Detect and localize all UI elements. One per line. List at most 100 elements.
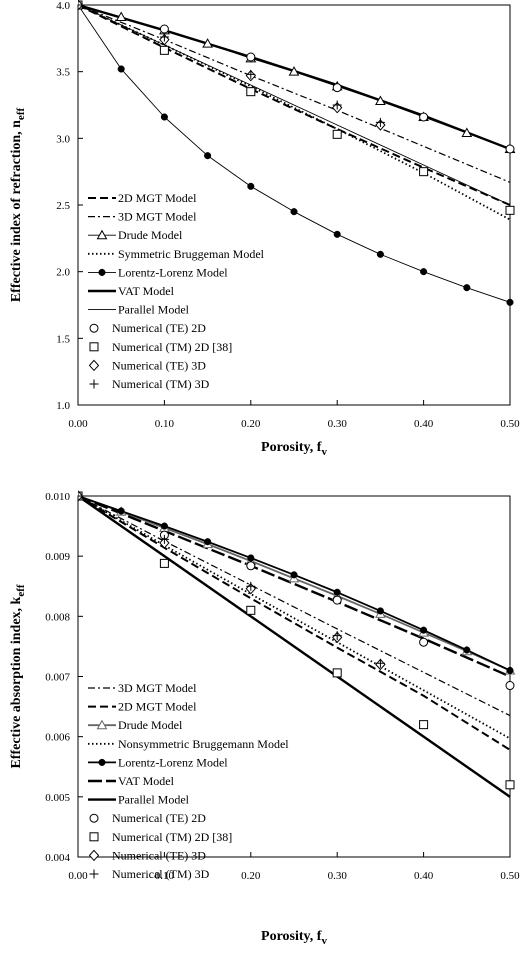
y-tick-label: 0.008 [45, 611, 70, 623]
series-line-lorentz-lorenz-model [78, 495, 511, 672]
y-axis-label: Effective absorption index, keff [9, 584, 27, 768]
data-point-numerical-tm-2d-38 [246, 87, 256, 97]
data-point-lorentz-lorenz-model [117, 65, 125, 73]
data-point-numerical-tm-3d [159, 534, 169, 544]
data-point-numerical-tm-2d-38 [159, 45, 169, 55]
legend-label: Parallel Model [118, 793, 190, 807]
legend-label: Lorentz-Lorenz Model [118, 265, 228, 279]
data-point-lorentz-lorenz-model [160, 522, 168, 530]
data-point-numerical-te-2d [332, 83, 342, 93]
data-point-numerical-te-2d [505, 681, 515, 691]
refraction-index-chart: 0.00 0.10 0.20 0.30 0.40 0.50 1.0 1.5 2.0 2.5 3.0 3… [9, 0, 520, 458]
legend-label: Numerical (TM) 2D [38] [112, 340, 232, 354]
legend-marker-lorentz-lorenz-model [98, 758, 106, 766]
legend-label: 2D MGT Model [118, 191, 197, 205]
data-point-drude-model [115, 11, 127, 21]
x-tick-label: 0.20 [241, 870, 261, 882]
x-tick-label: 0.40 [414, 418, 434, 430]
y-tick-label: 0.009 [45, 551, 70, 563]
y-axis-label: Effective index of refraction, neff [9, 108, 27, 303]
data-point-numerical-tm-3d [375, 658, 385, 668]
series-line-2d-mgt-model [78, 4, 511, 206]
data-point-numerical-tm-3d [375, 117, 385, 127]
data-point-numerical-tm-2d-38 [505, 780, 515, 790]
data-point-numerical-te-2d [159, 24, 169, 34]
legend-label: Numerical (TM) 3D [112, 377, 210, 391]
legend-label: Numerical (TM) 2D [38] [112, 830, 232, 844]
data-point-lorentz-lorenz-model [290, 208, 298, 216]
data-point-lorentz-lorenz-model [247, 182, 255, 190]
data-point-lorentz-lorenz-model [290, 571, 298, 579]
x-tick-label: 0.40 [414, 870, 434, 882]
data-point-numerical-tm-2d-38 [246, 605, 256, 615]
y-tick-label: 0.010 [45, 491, 70, 503]
legend-label: Numerical (TE) 3D [112, 848, 206, 862]
y-tick-label: 1.0 [56, 400, 70, 412]
data-point-numerical-tm-3d [78, 491, 83, 501]
data-point-drude-model [288, 66, 300, 76]
data-point-lorentz-lorenz-model [506, 298, 514, 306]
y-tick-label: 2.0 [56, 267, 70, 279]
legend-label: Nonsymmetric Bruggemann Model [118, 737, 289, 751]
legend-marker-numerical-te-3d [88, 849, 100, 862]
data-point-lorentz-lorenz-model [376, 250, 384, 258]
y-tick-label: 0.007 [45, 672, 70, 684]
data-point-lorentz-lorenz-model [117, 507, 125, 515]
legend: 2D MGT Model 3D MGT Model Drude Model Symme… [88, 191, 265, 391]
x-tick-label: 0.10 [155, 418, 175, 430]
legend-marker-drude-model [96, 719, 108, 730]
data-point-numerical-tm-3d [332, 100, 342, 110]
series-line-vat-model [78, 494, 511, 678]
legend-label: Numerical (TE) 3D [112, 358, 206, 372]
legend-label: 3D MGT Model [118, 681, 197, 695]
data-point-lorentz-lorenz-model [376, 607, 384, 615]
legend-label: Numerical (TE) 2D [112, 811, 206, 825]
data-point-lorentz-lorenz-model [204, 538, 212, 546]
series-line-symmetric-bruggeman-model [78, 4, 511, 221]
x-tick-label: 0.30 [328, 418, 348, 430]
legend-label: Numerical (TM) 3D [112, 867, 210, 881]
legend-label: Numerical (TE) 2D [112, 321, 206, 335]
y-tick-label: 2.5 [56, 200, 70, 212]
legend-marker-numerical-tm-2d-38 [89, 832, 99, 842]
data-point-lorentz-lorenz-model [420, 626, 428, 634]
series-line-parallel-model [78, 4, 511, 206]
plot-series-group [78, 0, 516, 306]
data-point-drude-model [375, 95, 386, 105]
data-point-numerical-te-2d [419, 112, 429, 122]
data-point-lorentz-lorenz-model [160, 113, 168, 121]
x-tick-label: 0.30 [328, 870, 348, 882]
x-tick-label: 0.50 [500, 418, 520, 430]
y-tick-label: 0.004 [45, 852, 70, 864]
plot-series-group [78, 490, 516, 798]
legend-label: VAT Model [118, 774, 175, 788]
data-point-numerical-te-2d [505, 144, 515, 154]
data-point-lorentz-lorenz-model [204, 152, 212, 160]
y-axis-label-subscript: eff [15, 584, 27, 597]
y-axis-label-subscript: eff [15, 108, 27, 121]
series-line-3d-mgt-model [78, 495, 511, 717]
legend-label: Parallel Model [118, 303, 190, 317]
legend-marker-numerical-tm-3d [89, 869, 99, 879]
data-point-lorentz-lorenz-model [333, 230, 341, 238]
x-axis-label: Porosity, fv [261, 440, 327, 458]
legend-label: Drude Model [118, 718, 183, 732]
data-point-numerical-tm-2d-38 [159, 558, 169, 568]
data-point-lorentz-lorenz-model [420, 268, 428, 276]
y-tick-label: 0.006 [45, 732, 70, 744]
x-tick-label: 0.00 [68, 418, 88, 430]
y-tick-label: 3.0 [56, 133, 70, 145]
legend-marker-numerical-te-3d [88, 359, 100, 372]
data-point-drude-model [202, 38, 213, 48]
legend-marker-drude-model [96, 229, 108, 240]
legend-label: 2D MGT Model [118, 700, 197, 714]
legend-label: Lorentz-Lorenz Model [118, 755, 228, 769]
data-point-numerical-te-2d [419, 637, 429, 647]
x-axis-label: Porosity, fv [261, 929, 327, 947]
data-point-lorentz-lorenz-model [506, 666, 514, 675]
legend: 3D MGT Model 2D MGT Model Drude Model Nonsy… [88, 681, 289, 881]
data-point-numerical-te-2d [332, 595, 342, 605]
data-point-numerical-tm-2d-38 [419, 167, 429, 177]
x-axis-label-subscript: v [321, 935, 327, 947]
